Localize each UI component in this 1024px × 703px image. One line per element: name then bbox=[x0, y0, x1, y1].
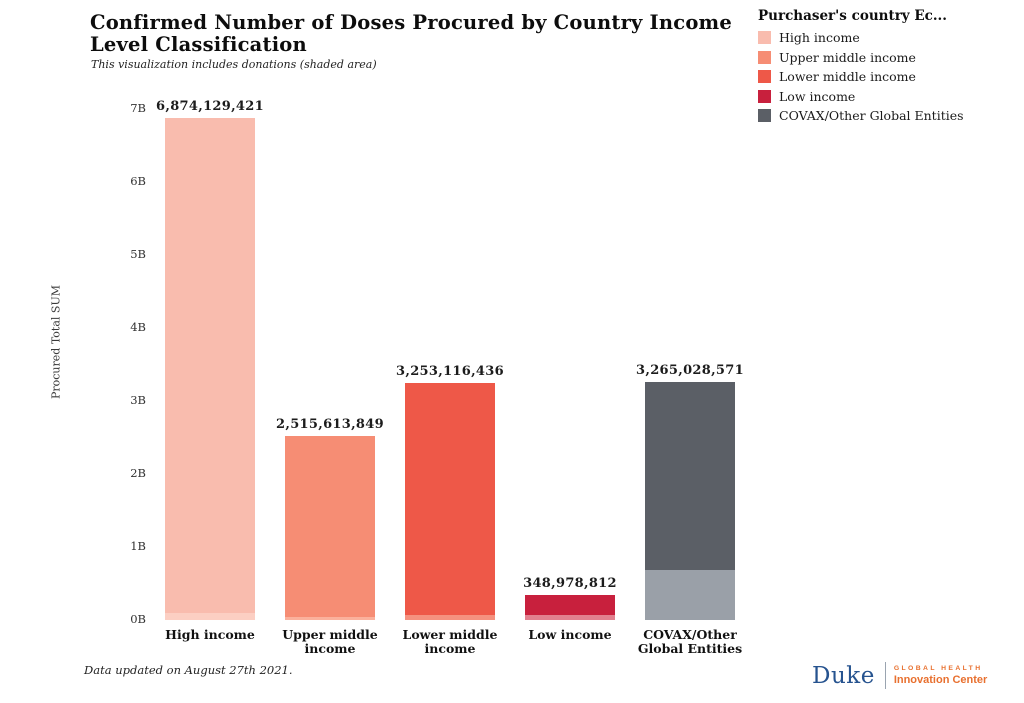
bar-value-label: 3,265,028,571 bbox=[636, 362, 744, 378]
bar-covax-other-global-entities[interactable] bbox=[645, 381, 735, 620]
bar-donation-shaded-segment bbox=[525, 614, 615, 620]
chart-title: Confirmed Number of Doses Procured by Co… bbox=[90, 11, 732, 57]
legend-item-label: Low income bbox=[779, 88, 856, 104]
logo-innovation-center-label: Innovation Center bbox=[893, 674, 988, 686]
bar-procured-segment bbox=[405, 382, 495, 620]
bar-high-income[interactable] bbox=[165, 118, 255, 620]
y-axis-tick-label: 4B bbox=[130, 320, 146, 334]
bar-donation-shaded-segment bbox=[165, 612, 255, 620]
y-axis-title: Procured Total SUM bbox=[49, 285, 63, 400]
data-updated-note: Data updated on August 27th 2021. bbox=[84, 663, 293, 677]
legend-item[interactable]: COVAX/Other Global Entities bbox=[758, 108, 1016, 123]
logo-text: GLOBAL HEALTH Innovation Center bbox=[894, 665, 988, 686]
logo-divider bbox=[884, 662, 886, 689]
legend-swatch-icon bbox=[758, 89, 771, 103]
y-axis-tick-label: 0B bbox=[130, 612, 146, 626]
duke-global-health-logo: Duke GLOBAL HEALTH Innovation Center bbox=[812, 662, 987, 689]
logo-global-health-label: GLOBAL HEALTH bbox=[893, 665, 983, 672]
y-axis-tick-label: 7B bbox=[130, 101, 146, 115]
y-axis-tick-label: 5B bbox=[130, 247, 146, 261]
bar-lower-middle-income[interactable] bbox=[405, 382, 495, 620]
legend-swatch-icon bbox=[758, 109, 771, 122]
y-axis-tick-label: 6B bbox=[130, 174, 146, 188]
legend-swatch-icon bbox=[758, 31, 771, 44]
y-axis-tick-label: 2B bbox=[130, 466, 146, 480]
x-axis-category-label: Upper middle income bbox=[282, 627, 378, 657]
y-axis-tick-label: 3B bbox=[130, 393, 146, 407]
bar-donation-shaded-segment bbox=[405, 614, 495, 620]
bar-upper-middle-income[interactable] bbox=[285, 436, 375, 620]
legend-item[interactable]: Upper middle income bbox=[758, 50, 1016, 65]
legend-item-label: Lower middle income bbox=[779, 69, 916, 84]
x-axis-category-label: Low income bbox=[528, 627, 612, 642]
legend-item-label: Upper middle income bbox=[779, 49, 916, 65]
x-axis-category-label: High income bbox=[165, 627, 255, 642]
bar-donation-shaded-segment bbox=[645, 570, 735, 620]
chart-subtitle: This visualization includes donations (s… bbox=[91, 58, 377, 71]
bar-donation-shaded-segment bbox=[285, 617, 375, 620]
legend-item[interactable]: Lower middle income bbox=[758, 69, 1016, 84]
y-axis-tick-label: 1B bbox=[130, 539, 146, 553]
x-axis-category-label: Lower middle income bbox=[402, 627, 498, 657]
legend-title: Purchaser's country Ec... bbox=[758, 8, 947, 24]
legend-item-label: COVAX/Other Global Entities bbox=[779, 108, 964, 123]
bar-value-label: 2,515,613,849 bbox=[276, 417, 384, 433]
legend: Purchaser's country Ec... High income Upp… bbox=[758, 8, 1016, 128]
x-axis-category-label: COVAX/Other Global Entities bbox=[637, 627, 743, 657]
bar-value-label: 3,253,116,436 bbox=[396, 363, 504, 379]
bar-value-label: 348,978,812 bbox=[523, 575, 617, 591]
bar-value-label: 6,874,129,421 bbox=[156, 99, 264, 115]
legend-swatch-icon bbox=[758, 50, 771, 64]
legend-item[interactable]: Low income bbox=[758, 89, 1016, 104]
legend-swatch-icon bbox=[758, 70, 771, 83]
legend-items: High income Upper middle income Lower midd… bbox=[758, 30, 1016, 123]
bar-procured-segment bbox=[285, 436, 375, 620]
legend-item-label: High income bbox=[779, 30, 860, 45]
duke-wordmark: Duke bbox=[812, 662, 875, 689]
legend-item[interactable]: High income bbox=[758, 30, 1016, 45]
bar-low-income[interactable] bbox=[525, 594, 615, 620]
bar-procured-segment bbox=[165, 118, 255, 620]
